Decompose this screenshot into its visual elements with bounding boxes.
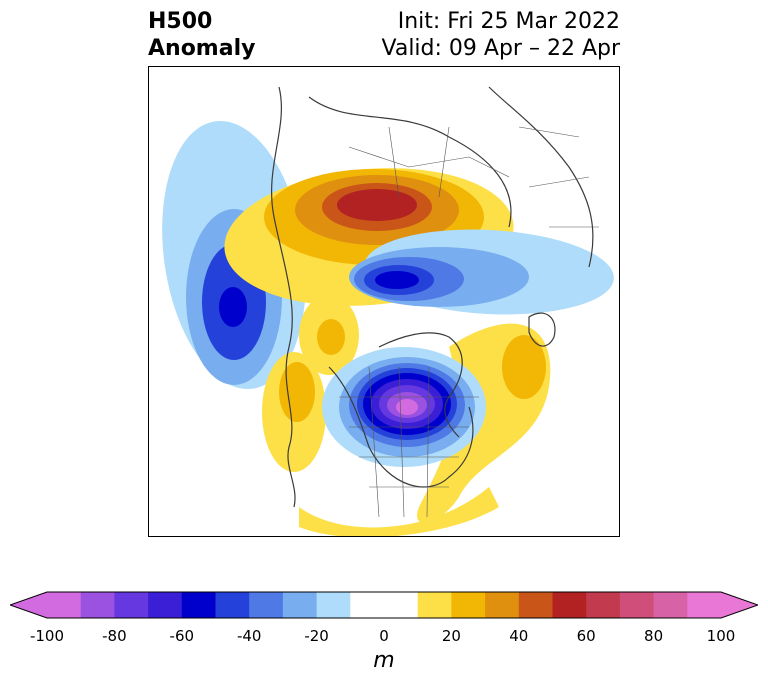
ridge-west-inner bbox=[279, 362, 315, 422]
colorbar-bin bbox=[148, 592, 183, 618]
map-dates: Init: Fri 25 Mar 2022 Valid: 09 Apr – 22… bbox=[382, 8, 621, 62]
colorbar-bin bbox=[350, 592, 419, 618]
colorbar-bin bbox=[451, 592, 486, 618]
colorbar-bin bbox=[653, 592, 688, 618]
colorbar-bin bbox=[619, 592, 655, 618]
colorbar-bin bbox=[114, 592, 149, 618]
title-line-2: Anomaly bbox=[148, 36, 256, 61]
colorbar-tick-label: 80 bbox=[644, 627, 664, 645]
colorbar-bin bbox=[586, 592, 621, 618]
init-date: Init: Fri 25 Mar 2022 bbox=[397, 9, 620, 34]
ridge-alaska-core bbox=[317, 319, 345, 355]
colorbar-outline bbox=[10, 591, 758, 619]
colorbar-bins bbox=[47, 592, 722, 618]
coastlines bbox=[270, 86, 594, 508]
latitude-borders bbox=[339, 396, 479, 488]
colorbar-tick-label: -60 bbox=[169, 627, 195, 645]
colorbar-tick-label: 40 bbox=[509, 627, 529, 645]
title-line-1: H500 bbox=[148, 9, 213, 34]
trough-pacific-core bbox=[219, 287, 247, 327]
ridge-atlantic-inner bbox=[502, 335, 546, 399]
trough-ne-core bbox=[375, 271, 419, 289]
colorbar-bin bbox=[181, 592, 216, 618]
colorbar-tick-label: -20 bbox=[304, 627, 329, 645]
coast-west bbox=[270, 86, 296, 508]
colorbar-over-arrow bbox=[721, 592, 758, 618]
colorbar-tick-label: -80 bbox=[102, 627, 127, 645]
political-borders bbox=[339, 126, 599, 518]
trough-hb-core bbox=[396, 399, 418, 415]
valid-range: Valid: 09 Apr – 22 Apr bbox=[381, 36, 621, 61]
colorbar-tick-label: 60 bbox=[576, 627, 596, 645]
anomaly-map bbox=[148, 66, 620, 537]
colorbar bbox=[10, 591, 758, 619]
colorbar-bin bbox=[518, 592, 553, 618]
coast-europe bbox=[488, 86, 594, 268]
europe-borders bbox=[518, 126, 599, 228]
colorbar-tick-label: -40 bbox=[236, 627, 262, 645]
colorbar-tick-label: 0 bbox=[379, 627, 389, 645]
colorbar-tick-label: 100 bbox=[706, 627, 736, 645]
colorbar-bin bbox=[417, 592, 452, 618]
colorbar-tick-label: 20 bbox=[441, 627, 461, 645]
coast-siberia bbox=[308, 96, 512, 228]
colorbar-bin bbox=[47, 592, 82, 618]
anomaly-shading bbox=[162, 120, 614, 536]
eurasia-borders bbox=[348, 126, 510, 198]
colorbar-bin bbox=[687, 592, 722, 618]
ridge-north-core bbox=[337, 189, 417, 221]
colorbar-bin bbox=[485, 592, 520, 618]
colorbar-under-arrow bbox=[10, 592, 47, 618]
colorbar-bin bbox=[249, 592, 284, 618]
colorbar-tick-label: -100 bbox=[29, 627, 65, 645]
map-title: H500 Anomaly bbox=[148, 8, 255, 62]
colorbar-unit: m bbox=[373, 648, 395, 673]
ridge-south bbox=[299, 487, 499, 536]
colorbar-bin bbox=[316, 592, 351, 618]
colorbar-bin bbox=[552, 592, 587, 618]
map-canvas bbox=[162, 86, 614, 536]
coast-greenland bbox=[528, 312, 556, 347]
coast-arctic bbox=[378, 332, 463, 438]
coast-north-america bbox=[328, 366, 474, 488]
colorbar-bin bbox=[215, 592, 250, 618]
colorbar-bin bbox=[282, 592, 318, 618]
longitude-borders bbox=[368, 366, 430, 518]
colorbar-bin bbox=[80, 592, 115, 618]
